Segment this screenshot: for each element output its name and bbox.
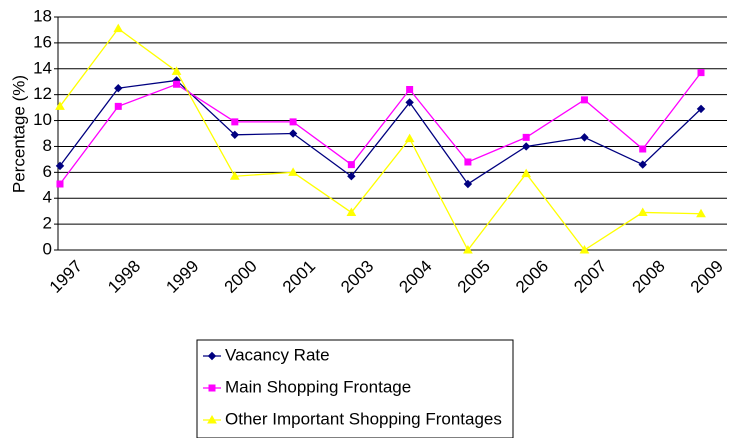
marker xyxy=(114,83,123,93)
legend-box xyxy=(196,339,514,438)
marker xyxy=(207,414,217,424)
x-tick-label: 2007 xyxy=(570,257,610,297)
marker xyxy=(173,80,181,88)
x-tick-label: 2003 xyxy=(337,257,377,297)
series-line xyxy=(59,27,702,252)
x-tick-label: 2001 xyxy=(279,257,319,297)
marker xyxy=(208,384,216,392)
x-tick-label: 2005 xyxy=(454,257,494,297)
marker xyxy=(55,101,65,110)
marker xyxy=(464,158,472,166)
x-tick-label: 1998 xyxy=(104,257,144,297)
marker xyxy=(521,142,531,151)
marker xyxy=(697,69,705,77)
marker xyxy=(229,171,240,180)
marker xyxy=(405,98,414,107)
marker xyxy=(579,244,590,254)
marker xyxy=(114,102,122,110)
marker xyxy=(696,104,706,114)
legend-label: Main Shopping Frontage xyxy=(225,377,411,396)
y-tick-label: 6 xyxy=(43,162,52,181)
marker xyxy=(696,208,706,218)
y-tick-label: 4 xyxy=(43,188,52,207)
marker xyxy=(404,133,415,143)
marker xyxy=(522,133,530,141)
marker xyxy=(580,133,589,142)
x-tick-label: 2009 xyxy=(687,257,727,297)
y-tick-label: 0 xyxy=(43,239,52,258)
marker xyxy=(288,129,298,138)
marker xyxy=(289,118,297,126)
marker xyxy=(637,207,648,216)
marker xyxy=(463,244,473,254)
marker xyxy=(521,168,532,178)
x-tick-label: 1997 xyxy=(46,257,86,297)
marker xyxy=(347,172,356,181)
legend-label: Other Important Shopping Frontages xyxy=(225,409,502,428)
marker xyxy=(171,66,182,75)
marker xyxy=(207,351,217,361)
marker xyxy=(56,180,64,188)
marker xyxy=(230,130,240,140)
marker xyxy=(231,118,239,126)
y-tick-label: 2 xyxy=(43,214,52,233)
y-tick-label: 12 xyxy=(33,84,52,103)
marker xyxy=(463,179,473,189)
series-line xyxy=(59,72,702,185)
marker xyxy=(346,207,357,216)
y-tick-label: 8 xyxy=(43,136,52,155)
marker xyxy=(347,161,355,169)
marker xyxy=(55,161,65,171)
y-tick-label: 10 xyxy=(33,110,52,129)
marker xyxy=(288,167,298,176)
marker xyxy=(406,85,414,93)
x-tick-label: 2000 xyxy=(221,257,261,297)
legend-label: Vacancy Rate xyxy=(225,345,330,364)
y-tick-label: 16 xyxy=(33,32,52,51)
y-axis-label: Percentage (%) xyxy=(9,75,28,193)
marker xyxy=(580,96,588,104)
marker xyxy=(639,145,647,153)
y-tick-label: 18 xyxy=(33,6,52,25)
marker xyxy=(113,23,124,33)
y-tick-label: 14 xyxy=(33,58,52,77)
x-tick-label: 2006 xyxy=(512,257,552,297)
marker xyxy=(638,160,647,169)
x-tick-label: 2008 xyxy=(629,257,669,297)
series-line xyxy=(59,79,702,185)
x-tick-label: 2004 xyxy=(395,257,435,297)
x-tick-label: 1999 xyxy=(162,257,202,297)
